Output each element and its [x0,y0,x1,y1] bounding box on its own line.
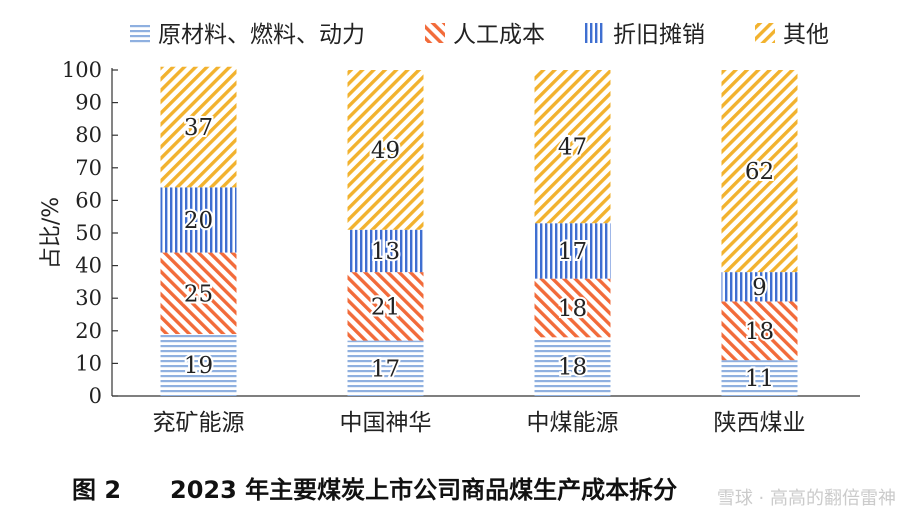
data-label: 11 [745,366,774,392]
bar-segment [721,360,798,396]
bar-segment [347,272,424,341]
bar-segment [347,229,424,273]
bar-segment [534,223,611,279]
data-label: 47 [558,135,587,161]
legend-swatch [425,23,445,43]
data-label: 21 [371,294,400,320]
bar-segment [160,66,237,188]
bar-segment [721,272,798,302]
legend-label: 原材料、燃料、动力 [158,22,365,48]
data-label: 13 [371,239,400,265]
y-tick-label: 100 [62,58,102,82]
x-tick-label: 兖矿能源 [153,410,245,436]
legend-label: 人工成本 [453,22,545,48]
data-label: 17 [558,239,587,265]
legend-swatch [585,23,605,43]
legend-swatch [130,23,150,43]
y-tick-label: 80 [75,123,102,147]
axes: 0 10 20 30 40 50 60 70 80 90 100 占比/% 兖矿能源 中国神华 中煤能源 陕西… [39,58,860,436]
y-tick-label: 0 [89,384,102,408]
bars [160,66,798,396]
x-tick-label: 中煤能源 [527,410,619,436]
data-label: 25 [184,281,213,307]
legend-label: 折旧摊销 [613,22,705,48]
y-tick-label: 10 [75,351,102,375]
bar-segment [160,334,237,396]
x-tick-label: 中国神华 [340,410,432,436]
data-label: 62 [745,159,774,185]
bar-segment [534,70,611,224]
y-tick-label: 90 [75,91,102,115]
legend: 原材料、燃料、动力 人工成本 折旧摊销 其他 [130,22,829,48]
y-tick-label: 40 [75,254,102,278]
data-label: 49 [371,138,400,164]
bar-segment [160,252,237,335]
data-label: 17 [371,356,400,382]
data-label: 20 [184,208,213,234]
data-label: 18 [745,319,774,345]
y-axis-label: 占比/% [39,197,64,269]
figure-number: 图 2 [72,476,122,504]
legend-swatch [755,23,775,43]
watermark: 雪球 · 高高的翻倍雷神 [716,488,896,509]
y-tick-label: 30 [75,286,102,310]
bar-segment [721,301,798,361]
data-label: 37 [184,115,213,141]
data-labels: 19 25 20 37 17 21 13 49 18 18 17 47 11 18 9 62 [182,113,776,394]
figure-caption: 图 2 2023 年主要煤炭上市公司商品煤生产成本拆分 [0,458,904,518]
y-tick-label: 70 [75,156,102,180]
figure-title: 2023 年主要煤炭上市公司商品煤生产成本拆分 [170,476,678,504]
y-tick-label: 20 [75,319,102,343]
y-tick-label: 60 [75,188,102,212]
bar-segment [347,70,424,230]
bar-segment [534,278,611,338]
y-tick-label: 50 [75,221,102,245]
bar-segment [534,337,611,396]
bar-segment [347,340,424,396]
data-label: 19 [184,353,213,379]
x-tick-label: 陕西煤业 [714,410,806,436]
data-label: 18 [558,355,587,381]
data-label: 9 [752,275,767,301]
bar-segment [160,187,237,253]
legend-label: 其他 [783,22,829,48]
bar-segment [721,70,798,273]
stacked-bar-chart: 原材料、燃料、动力 人工成本 折旧摊销 其他 0 10 20 30 40 50 60 70 80 90 1… [39,22,860,436]
data-label: 18 [558,296,587,322]
